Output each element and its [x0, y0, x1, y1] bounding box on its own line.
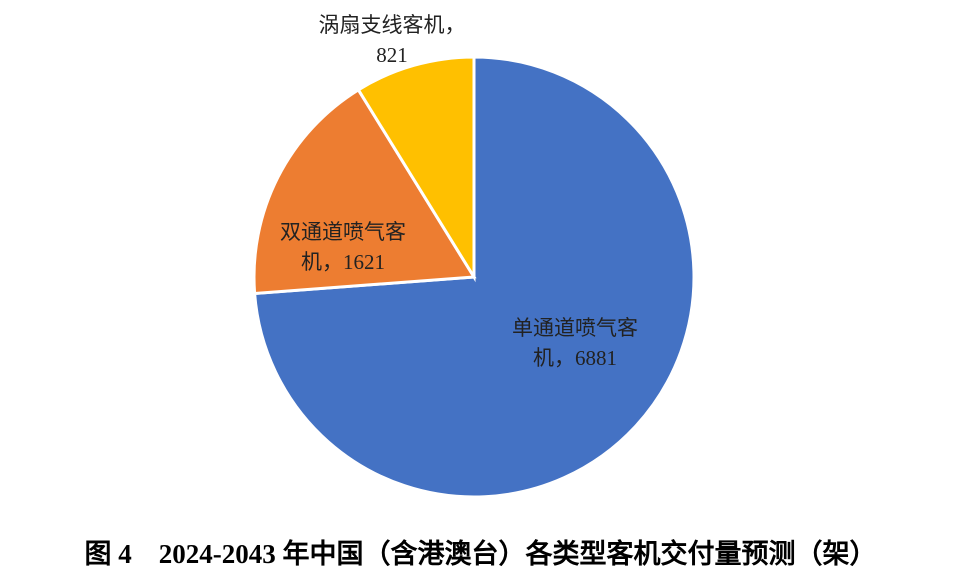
- data-label: 涡扇支线客机，821: [318, 13, 466, 67]
- pie-slice: [356, 55, 476, 283]
- data-label: 双通道喷气客机，1621: [280, 220, 406, 274]
- chart-title: 图 4 2024-2043 年中国（含港澳台）各类型客机交付量预测（架）: [84, 539, 877, 569]
- data-label: 单通道喷气客机，6881: [512, 316, 638, 370]
- pie-slice: [252, 87, 477, 296]
